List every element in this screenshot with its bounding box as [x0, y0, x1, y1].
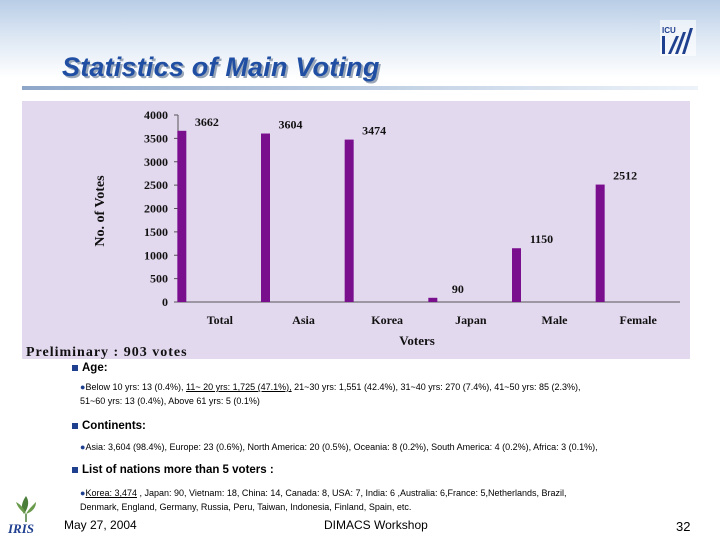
data-label: 90	[452, 282, 464, 296]
y-tick-label: 1000	[144, 248, 168, 262]
x-tick-label: Asia	[292, 313, 315, 327]
nations-line-1: ●Korea: 3,474 , Japan: 90, Vietnam: 18, …	[80, 486, 680, 500]
bar-female	[595, 184, 605, 302]
y-tick-label: 3000	[144, 155, 168, 169]
nations-heading: List of nations more than 5 voters :	[82, 464, 274, 476]
dot-icon: ●	[80, 382, 86, 392]
page-number: 32	[676, 519, 691, 534]
nations-line-1-highlight: Korea: 3,474	[85, 488, 137, 498]
x-tick-label: Total	[207, 313, 234, 327]
y-tick-label: 1500	[144, 225, 168, 239]
bar-japan	[428, 297, 438, 302]
continents-details: ●Asia: 3,604 (98.4%), Europe: 23 (0.6%),…	[80, 440, 680, 454]
age-heading: Age:	[82, 362, 108, 374]
nations-section: List of nations more than 5 voters :	[72, 464, 274, 476]
data-label: 2512	[613, 169, 637, 183]
plot-background	[22, 101, 690, 359]
chart-annotation: Preliminary : 903 votes	[26, 345, 188, 359]
age-line-1: ●Below 10 yrs: 13 (0.4%), 11~ 20 yrs: 1,…	[80, 380, 680, 394]
x-tick-label: Korea	[371, 313, 403, 327]
age-line-1-post: 21~30 yrs: 1,551 (42.4%), 31~40 yrs: 270…	[291, 382, 581, 392]
y-tick-label: 0	[162, 295, 168, 309]
iris-text: IRIS	[7, 521, 34, 536]
age-line-1-pre: Below 10 yrs: 13 (0.4%),	[85, 382, 186, 392]
y-tick-label: 2500	[144, 178, 168, 192]
nations-line-1-post: , Japan: 90, Vietnam: 18, China: 14, Can…	[136, 488, 567, 498]
bullet-square-icon	[72, 422, 78, 429]
institution-logo: ICU	[660, 20, 696, 56]
y-tick-label: 4000	[144, 108, 168, 122]
age-section: Age:	[72, 362, 108, 374]
continents-section: Continents:	[72, 420, 146, 432]
data-label: 3474	[362, 124, 386, 138]
iris-logo: IRIS	[7, 496, 36, 536]
x-axis-title: Voters	[399, 333, 435, 348]
age-details: ●Below 10 yrs: 13 (0.4%), 11~ 20 yrs: 1,…	[80, 380, 680, 408]
continents-line-1: ●Asia: 3,604 (98.4%), Europe: 23 (0.6%),…	[80, 440, 680, 454]
votes-bar-chart: 0 500 1000 1500 2000 2500 3000 3500 4000 3662 Tota…	[22, 101, 690, 359]
nations-details: ●Korea: 3,474 , Japan: 90, Vietnam: 18, …	[80, 486, 680, 514]
bar-korea	[344, 139, 354, 302]
logo-text: ICU	[662, 26, 676, 35]
x-tick-label: Male	[542, 313, 569, 327]
y-tick-label: 2000	[144, 202, 168, 216]
bullet-square-icon	[72, 364, 78, 371]
bar-male	[512, 248, 521, 302]
footer-event: DIMACS Workshop	[324, 518, 428, 532]
bullet-square-icon	[72, 466, 78, 473]
x-tick-label: Japan	[455, 313, 487, 327]
footer-date: May 27, 2004	[64, 518, 137, 532]
dot-icon: ●	[80, 442, 86, 452]
bar-asia	[261, 133, 270, 302]
page-title: Statistics of Main Voting	[62, 52, 380, 82]
continents-line-1-text: Asia: 3,604 (98.4%), Europe: 23 (0.6%), …	[85, 442, 598, 452]
continents-heading: Continents:	[82, 420, 146, 432]
age-line-1-highlight: 11~ 20 yrs: 1,725 (47.1%),	[185, 382, 292, 392]
data-label: 3662	[195, 115, 219, 129]
title-divider	[22, 86, 698, 90]
age-line-2: 51~60 yrs: 13 (0.4%), Above 61 yrs: 5 (0…	[80, 396, 260, 406]
data-label: 1150	[530, 232, 553, 246]
nations-line-2: Denmark, England, Germany, Russia, Peru,…	[80, 502, 412, 512]
dot-icon: ●	[80, 488, 86, 498]
y-tick-label: 3500	[144, 131, 168, 145]
data-label: 3604	[279, 118, 303, 132]
x-tick-label: Female	[620, 313, 658, 327]
y-tick-label: 500	[150, 272, 168, 286]
y-axis-title: No. of Votes	[93, 175, 108, 247]
bar-total	[177, 130, 187, 302]
header-band	[0, 0, 720, 78]
